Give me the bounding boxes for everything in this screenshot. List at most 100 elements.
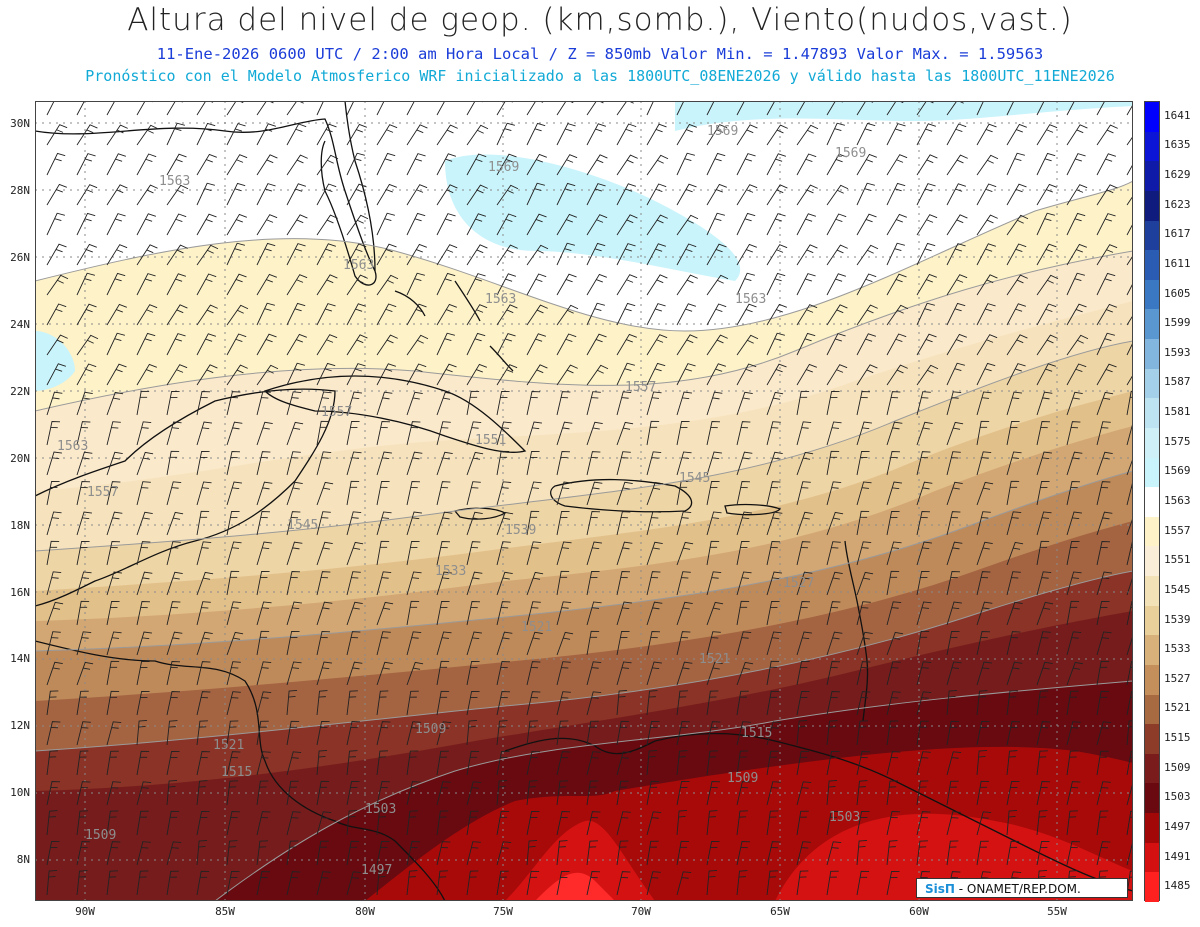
wind-barb — [136, 781, 152, 806]
contour-label: 1515 — [221, 765, 252, 780]
wind-barb — [76, 124, 98, 146]
wind-barb — [166, 244, 188, 266]
wind-barb — [526, 870, 540, 896]
wind-barb — [1036, 480, 1050, 506]
wind-barb — [316, 183, 337, 206]
wind-barb — [916, 661, 932, 686]
wind-barb — [556, 870, 570, 896]
wind-barb — [46, 571, 62, 596]
wind-barb — [376, 840, 390, 866]
wind-barb — [346, 541, 364, 566]
wind-barbs — [46, 101, 1133, 896]
wind-barb — [736, 391, 753, 416]
wind-barb — [766, 541, 781, 566]
wind-barb — [76, 870, 88, 896]
wind-barb — [856, 273, 877, 296]
wind-barb — [1036, 721, 1051, 746]
wind-barb — [766, 244, 788, 266]
wind-barb — [556, 364, 578, 386]
wind-barb — [646, 362, 666, 386]
wind-barb — [586, 511, 601, 536]
wind-barb — [46, 661, 63, 686]
wind-barb — [166, 481, 182, 506]
wind-barb — [316, 811, 332, 836]
wind-barb — [1126, 374, 1133, 386]
wind-barb — [76, 334, 99, 356]
wind-barb — [316, 391, 332, 416]
wind-barb — [856, 244, 879, 266]
wind-barb — [136, 304, 158, 326]
wind-barb — [916, 273, 937, 296]
wind-barb — [286, 183, 307, 206]
wind-barb — [406, 451, 423, 476]
wind-barb — [646, 840, 659, 866]
wind-barb — [976, 243, 997, 266]
wind-barb — [226, 601, 242, 626]
lon-label: 55W — [1047, 905, 1067, 918]
wind-barb — [406, 363, 427, 386]
wind-barb — [706, 183, 727, 206]
wind-barb — [166, 304, 188, 326]
wind-barb — [136, 810, 149, 836]
wind-barb — [766, 660, 780, 686]
wind-barb — [886, 751, 901, 776]
wind-barb — [946, 243, 966, 266]
wind-barb — [646, 391, 662, 416]
wind-barb — [406, 661, 424, 686]
wind-barb — [736, 540, 750, 566]
lat-label: 18N — [10, 519, 30, 532]
wind-barb — [976, 571, 991, 596]
wind-barb — [1036, 243, 1057, 266]
wind-barb — [706, 152, 726, 176]
wind-barb — [946, 720, 960, 746]
wind-barb — [946, 511, 961, 536]
wind-barb — [226, 631, 244, 656]
wind-barb — [676, 661, 693, 686]
wind-barb — [556, 154, 578, 176]
contour-label: 1503 — [365, 802, 396, 817]
colorbar-swatch — [1145, 605, 1159, 636]
wind-barb — [346, 809, 358, 836]
wind-barb — [616, 123, 637, 146]
wind-barb — [436, 870, 448, 896]
wind-barb — [1066, 600, 1080, 626]
wind-barb — [586, 421, 603, 446]
colorbar-swatch — [1145, 190, 1159, 221]
wind-barb — [346, 780, 360, 806]
wind-barb — [466, 421, 482, 446]
wind-barb — [586, 840, 598, 866]
wind-barb — [856, 481, 872, 506]
wind-barb — [316, 601, 333, 626]
wind-barb — [316, 101, 325, 116]
wind-barb — [796, 481, 811, 506]
wind-barb — [406, 690, 419, 716]
cyan-area-west — [35, 331, 75, 391]
wind-barb — [1006, 750, 1018, 776]
wind-barb — [496, 273, 517, 296]
wind-barb — [346, 274, 368, 296]
wind-barb — [466, 541, 481, 566]
wind-barb — [1006, 274, 1028, 296]
wind-barb — [1096, 660, 1110, 686]
colorbar-swatch — [1145, 398, 1159, 428]
wind-barb — [706, 274, 729, 296]
wind-barb — [496, 841, 512, 866]
wind-barb — [226, 510, 240, 536]
wind-barb — [1036, 690, 1049, 716]
wind-barb — [1126, 135, 1133, 146]
wind-barb — [1096, 421, 1111, 446]
wind-barb — [646, 511, 661, 536]
wind-barb — [1006, 451, 1022, 476]
wind-barb — [616, 481, 633, 506]
wind-barb — [46, 750, 58, 776]
wind-barb — [646, 631, 661, 656]
colorbar-swatch — [1145, 546, 1159, 576]
wind-barb — [976, 123, 997, 146]
colorbar-swatch — [1145, 220, 1159, 251]
wind-barb — [916, 421, 933, 446]
wind-barb — [106, 750, 119, 776]
wind-barb — [226, 333, 247, 356]
wind-barb — [856, 631, 873, 656]
wind-barb — [826, 333, 846, 356]
wind-barb — [1066, 101, 1083, 116]
